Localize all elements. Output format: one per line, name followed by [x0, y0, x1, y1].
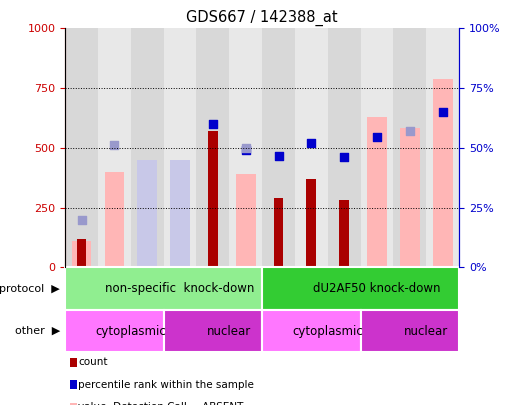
Bar: [361, 28, 393, 267]
Bar: [229, 28, 262, 267]
Point: [209, 121, 217, 127]
Bar: [262, 28, 295, 267]
Bar: [262, 267, 459, 310]
Bar: [72, 241, 91, 267]
Bar: [426, 28, 459, 267]
Point: [110, 142, 119, 149]
Bar: [105, 172, 124, 267]
Bar: [367, 117, 387, 267]
Bar: [137, 160, 157, 267]
Bar: [262, 310, 361, 352]
Title: GDS667 / 142388_at: GDS667 / 142388_at: [186, 9, 338, 26]
Bar: [76, 239, 87, 267]
Point: [373, 134, 381, 140]
Text: cytoplasmic: cytoplasmic: [95, 324, 166, 338]
Bar: [393, 28, 426, 267]
Point: [439, 109, 447, 115]
Point: [242, 145, 250, 151]
Bar: [164, 28, 196, 267]
Bar: [196, 28, 229, 267]
Point: [406, 128, 414, 134]
Text: value, Detection Call = ABSENT: value, Detection Call = ABSENT: [78, 402, 244, 405]
Bar: [65, 28, 98, 267]
Bar: [236, 174, 255, 267]
Bar: [328, 28, 361, 267]
Bar: [65, 310, 164, 352]
Bar: [164, 310, 262, 352]
Point: [242, 147, 250, 153]
Text: cytoplasmic: cytoplasmic: [292, 324, 363, 338]
Point: [307, 140, 315, 146]
Bar: [137, 197, 157, 267]
Bar: [98, 28, 131, 267]
Bar: [361, 310, 459, 352]
Point: [274, 153, 283, 160]
Text: protocol  ▶: protocol ▶: [0, 284, 60, 294]
Bar: [208, 131, 218, 267]
Bar: [433, 79, 452, 267]
Bar: [170, 160, 190, 267]
Text: non-specific  knock-down: non-specific knock-down: [105, 282, 255, 295]
Text: percentile rank within the sample: percentile rank within the sample: [78, 380, 254, 390]
Point: [77, 216, 86, 223]
Text: nuclear: nuclear: [207, 324, 251, 338]
Bar: [339, 200, 349, 267]
Bar: [400, 128, 420, 267]
Point: [340, 154, 348, 161]
Bar: [295, 28, 328, 267]
Text: nuclear: nuclear: [404, 324, 448, 338]
Bar: [170, 197, 190, 267]
Bar: [306, 179, 317, 267]
Bar: [273, 198, 284, 267]
Text: other  ▶: other ▶: [15, 326, 60, 336]
Text: count: count: [78, 358, 108, 367]
Bar: [65, 267, 262, 310]
Bar: [131, 28, 164, 267]
Text: dU2AF50 knock-down: dU2AF50 knock-down: [313, 282, 441, 295]
